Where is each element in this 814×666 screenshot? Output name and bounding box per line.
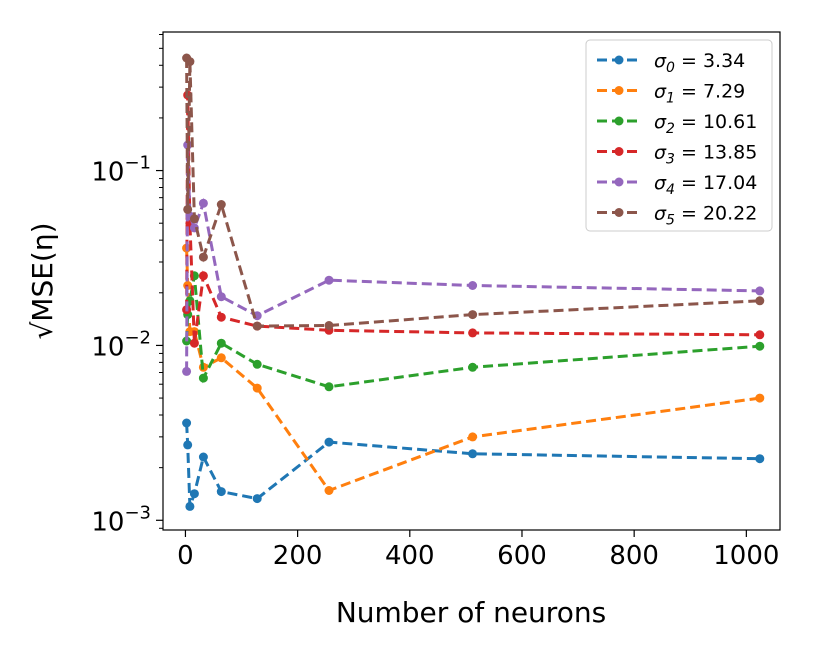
legend-label-0: σ0 = 3.34 (654, 50, 745, 76)
data-point-3-8 (468, 328, 478, 338)
data-point-5-6 (252, 321, 262, 331)
data-point-0-5 (216, 487, 226, 497)
data-point-0-9 (755, 454, 765, 464)
legend: σ0 = 3.34 σ1 = 7.29 σ2 = 10.61 σ3 = 13.85 σ4… (585, 39, 773, 232)
legend-label-5: σ5 = 20.22 (654, 203, 757, 229)
y-axis-ticks: 10−3 10−2 10−1 (91, 33, 163, 537)
data-point-0-7 (324, 437, 334, 447)
legend-label-4: σ4 = 17.04 (654, 172, 757, 198)
data-point-3-3 (189, 338, 199, 348)
data-point-3-5 (216, 312, 226, 322)
legend-marker-0 (614, 55, 624, 65)
data-point-0-1 (183, 440, 193, 450)
data-point-4-0 (182, 366, 192, 376)
data-point-5-7 (324, 321, 334, 330)
x-tick-label: 1000 (713, 541, 779, 571)
data-point-1-9 (755, 393, 765, 403)
data-point-5-4 (198, 252, 208, 262)
data-point-5-1 (183, 204, 193, 214)
data-point-4-7 (324, 275, 334, 285)
data-point-0-0 (182, 418, 192, 428)
data-point-5-3 (189, 214, 199, 224)
legend-marker-5 (614, 208, 624, 217)
legend-marker-1 (614, 86, 624, 95)
data-point-1-6 (252, 383, 262, 393)
data-point-1-5 (216, 353, 226, 363)
data-point-5-8 (468, 310, 478, 320)
data-point-2-8 (468, 362, 478, 372)
series-line-5 (185, 57, 760, 328)
data-point-2-9 (755, 341, 765, 351)
data-point-0-6 (252, 494, 262, 504)
data-point-3-4 (198, 271, 208, 281)
x-tick-label: 200 (273, 541, 323, 571)
data-point-0-8 (468, 449, 478, 459)
y-axis-title: √MSE(η) (26, 222, 59, 339)
data-point-3-9 (755, 330, 765, 340)
x-axis-ticks: 0 200 400 600 800 1000 (177, 530, 779, 571)
x-tick-label: 800 (609, 541, 659, 571)
data-point-2-4 (198, 373, 208, 383)
data-point-4-4 (198, 198, 208, 208)
x-tick-label: 600 (497, 541, 547, 571)
data-point-1-8 (468, 432, 478, 442)
legend-marker-3 (614, 147, 624, 156)
x-tick-label: 400 (385, 541, 435, 571)
series-layer (182, 53, 765, 511)
data-point-2-6 (252, 359, 262, 369)
data-point-2-7 (324, 382, 334, 392)
plot-frame (162, 31, 781, 531)
data-point-5-2 (185, 57, 195, 67)
data-point-5-9 (755, 296, 765, 306)
x-tick-label: 0 (177, 541, 194, 571)
y-tick-label: 10−2 (91, 327, 151, 362)
data-point-1-7 (324, 486, 334, 495)
legend-label-2: σ2 = 10.61 (654, 111, 757, 137)
data-point-2-5 (216, 338, 226, 348)
legend-label-3: σ3 = 13.85 (654, 142, 757, 168)
y-tick-label: 10−1 (91, 153, 151, 188)
y-tick-label: 10−3 (91, 502, 151, 537)
data-point-0-3 (189, 489, 199, 499)
data-point-4-5 (216, 292, 226, 302)
legend-label-1: σ1 = 7.29 (654, 81, 745, 107)
data-point-5-5 (216, 200, 226, 209)
legend-marker-4 (614, 177, 624, 187)
data-point-0-4 (198, 452, 208, 462)
data-point-4-8 (468, 281, 478, 290)
legend-marker-2 (614, 116, 624, 126)
data-point-0-2 (185, 501, 195, 511)
data-point-4-9 (755, 286, 765, 296)
series-line-0 (185, 422, 760, 507)
x-axis-title: Number of neurons (336, 596, 606, 629)
